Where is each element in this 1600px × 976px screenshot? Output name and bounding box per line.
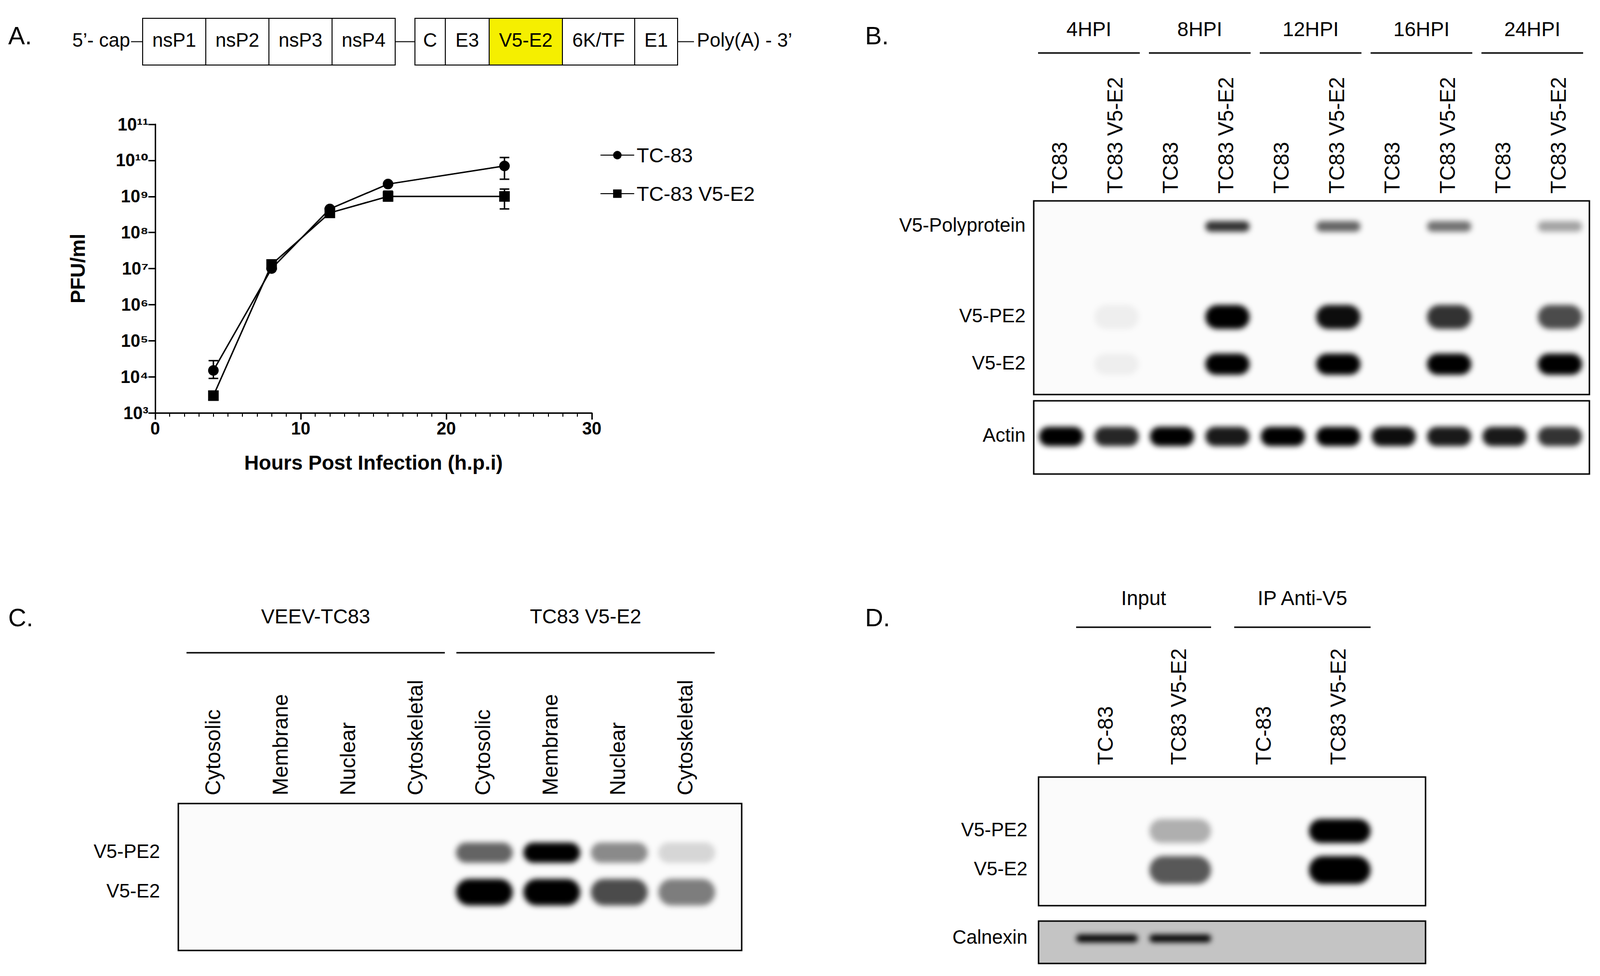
svg-text:V5-E2: V5-E2 [106, 880, 160, 902]
svg-text:TC83: TC83 [1158, 141, 1183, 194]
svg-text:nsP4: nsP4 [341, 29, 386, 51]
svg-text:Calnexin: Calnexin [952, 926, 1028, 948]
svg-text:6K/TF: 6K/TF [572, 29, 626, 51]
svg-text:TC83 V5-E2: TC83 V5-E2 [1326, 648, 1350, 766]
svg-text:8HPI: 8HPI [1177, 17, 1223, 41]
svg-text:PFU/ml: PFU/ml [66, 233, 90, 304]
svg-text:0: 0 [150, 418, 160, 439]
svg-text:E1: E1 [644, 29, 668, 51]
svg-text:12HPI: 12HPI [1282, 17, 1339, 41]
svg-text:4HPI: 4HPI [1066, 17, 1112, 41]
svg-text:V5-PE2: V5-PE2 [960, 819, 1028, 841]
svg-text:TC83 V5-E2: TC83 V5-E2 [1166, 648, 1191, 766]
svg-text:nsP2: nsP2 [215, 29, 260, 51]
svg-text:5’- cap: 5’- cap [72, 29, 131, 51]
svg-text:IP Anti-V5: IP Anti-V5 [1257, 586, 1347, 610]
svg-text:V5-E2: V5-E2 [972, 352, 1026, 374]
svg-text:Cytoskeletal: Cytoskeletal [403, 680, 427, 796]
svg-text:Hours Post Infection (h.p.i): Hours Post Infection (h.p.i) [244, 451, 504, 475]
svg-text:10³: 10³ [123, 403, 149, 424]
svg-text:Poly(A) - 3’: Poly(A) - 3’ [696, 29, 793, 51]
svg-text:C: C [423, 29, 438, 51]
svg-text:10: 10 [291, 418, 311, 439]
svg-text:E3: E3 [455, 29, 480, 51]
svg-text:TC83 V5-E2: TC83 V5-E2 [1435, 77, 1460, 194]
svg-text:10⁶: 10⁶ [120, 294, 149, 315]
svg-text:D.: D. [865, 603, 891, 632]
svg-text:TC83: TC83 [1269, 141, 1294, 194]
svg-text:TC83: TC83 [1380, 141, 1404, 194]
svg-text:TC83 V5-E2: TC83 V5-E2 [1213, 77, 1238, 194]
svg-text:Cytosolic: Cytosolic [470, 709, 495, 797]
svg-text:TC-83: TC-83 [1093, 706, 1118, 766]
svg-text:Nuclear: Nuclear [335, 722, 360, 796]
svg-text:24HPI: 24HPI [1504, 17, 1561, 41]
svg-text:TC-83: TC-83 [1251, 706, 1276, 766]
svg-text:V5-PE2: V5-PE2 [959, 305, 1026, 327]
svg-text:TC83 V5-E2: TC83 V5-E2 [529, 605, 641, 628]
svg-text:nsP1: nsP1 [152, 29, 197, 51]
svg-text:Input: Input [1120, 586, 1167, 610]
svg-text:10⁴: 10⁴ [120, 367, 149, 387]
svg-text:10¹⁰: 10¹⁰ [115, 150, 149, 171]
svg-text:10⁷: 10⁷ [121, 258, 149, 279]
svg-text:TC83 V5-E2: TC83 V5-E2 [1546, 77, 1571, 194]
svg-text:Cytoskeletal: Cytoskeletal [673, 680, 697, 796]
svg-text:nsP3: nsP3 [278, 29, 323, 51]
svg-text:Membrane: Membrane [268, 694, 293, 796]
svg-text:TC83: TC83 [1491, 141, 1515, 194]
svg-text:V5-PE2: V5-PE2 [93, 840, 160, 863]
svg-text:TC83: TC83 [1047, 141, 1072, 194]
svg-text:10⁹: 10⁹ [120, 186, 149, 207]
svg-text:V5-E2: V5-E2 [498, 29, 553, 51]
svg-text:10⁸: 10⁸ [120, 222, 149, 243]
svg-text:TC83 V5-E2: TC83 V5-E2 [1103, 77, 1127, 194]
svg-text:Membrane: Membrane [538, 694, 562, 796]
svg-text:Cytosolic: Cytosolic [200, 709, 225, 797]
svg-text:10⁵: 10⁵ [120, 331, 149, 351]
svg-text:Nuclear: Nuclear [605, 722, 630, 796]
svg-text:20: 20 [436, 418, 456, 439]
svg-text:VEEV-TC83: VEEV-TC83 [261, 605, 371, 628]
svg-text:B.: B. [865, 21, 889, 50]
svg-text:A.: A. [8, 21, 32, 50]
svg-text:30: 30 [582, 418, 602, 439]
svg-text:16HPI: 16HPI [1393, 17, 1450, 41]
svg-text:V5-E2: V5-E2 [973, 858, 1028, 880]
svg-text:TC-83 V5-E2: TC-83 V5-E2 [636, 182, 755, 206]
svg-text:TC83 V5-E2: TC83 V5-E2 [1324, 77, 1349, 194]
svg-text:Actin: Actin [982, 424, 1026, 446]
svg-text:TC-83: TC-83 [636, 144, 694, 167]
svg-text:C.: C. [8, 603, 34, 632]
svg-text:10¹¹: 10¹¹ [117, 114, 149, 135]
svg-text:V5-Polyprotein: V5-Polyprotein [899, 214, 1026, 236]
